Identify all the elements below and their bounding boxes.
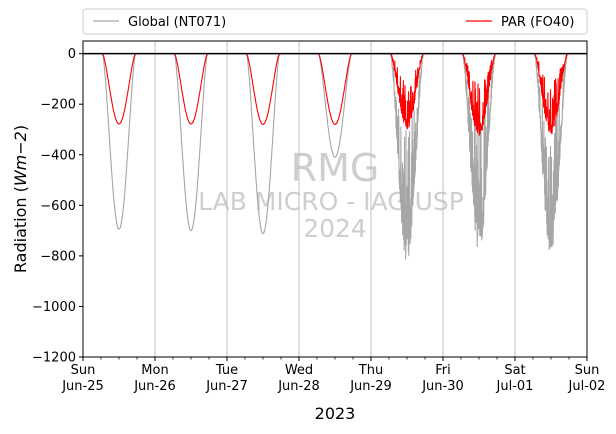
watermark: RMG LAB MICRO - IAG USP 2024 — [198, 146, 464, 243]
y-tick-label: −1000 — [32, 300, 76, 315]
x-tick-label-day: Sat — [504, 363, 525, 378]
x-tick-label-day: Sun — [71, 363, 96, 378]
x-tick-label-date: Jun-28 — [277, 379, 320, 394]
y-axis-label-unit: Wm−2 — [11, 131, 30, 186]
legend-box — [82, 8, 588, 35]
y-tick-label: −600 — [40, 199, 76, 214]
series-layer — [84, 53, 586, 260]
x-tick-label-date: Jun-25 — [61, 379, 104, 394]
x-tick-label-day: Thu — [358, 363, 383, 378]
watermark-line-1: RMG — [291, 146, 380, 190]
x-tick-label-date: Jun-29 — [349, 379, 392, 394]
y-axis-label-prefix: Radiation ( — [11, 186, 30, 273]
y-tick-label: −800 — [40, 249, 76, 264]
legend-label-global: Global (NT071) — [128, 15, 226, 30]
x-tick-label-date: Jun-26 — [133, 379, 176, 394]
y-axis: 0 −200 −400 −600 −800 −1000 −1200 — [32, 47, 83, 366]
x-tick-label-day: Wed — [285, 363, 313, 378]
y-tick-label: 0 — [68, 47, 76, 62]
x-axis: SunJun-25MonJun-26TueJun-27WedJun-28ThuJ… — [61, 357, 605, 394]
y-tick-label: −1200 — [32, 351, 76, 366]
y-tick-label: −400 — [40, 148, 76, 163]
x-tick-label-date: Jun-30 — [421, 379, 464, 394]
x-tick-label-date: Jul-02 — [568, 379, 606, 394]
y-axis-label: Radiation (Wm−2) — [11, 125, 30, 273]
x-tick-label-date: Jul-01 — [496, 379, 534, 394]
x-grid-lines — [154, 41, 516, 357]
y-axis-label-suffix: ) — [11, 125, 30, 131]
x-tick-label-date: Jun-27 — [205, 379, 248, 394]
x-tick-label-day: Mon — [141, 363, 168, 378]
series-line-par — [84, 53, 586, 136]
series-line-global — [84, 53, 586, 260]
legend: Global (NT071) PAR (FO40) — [82, 8, 588, 35]
x-tick-label-day: Fri — [435, 363, 451, 378]
watermark-line-2: LAB MICRO - IAG USP — [198, 187, 464, 216]
legend-label-par: PAR (FO40) — [501, 15, 574, 30]
x-tick-label-day: Sun — [575, 363, 600, 378]
y-tick-label: −200 — [40, 98, 76, 113]
watermark-line-3: 2024 — [303, 214, 367, 243]
x-axis-label: 2023 — [315, 404, 356, 423]
x-tick-label-day: Tue — [215, 363, 238, 378]
